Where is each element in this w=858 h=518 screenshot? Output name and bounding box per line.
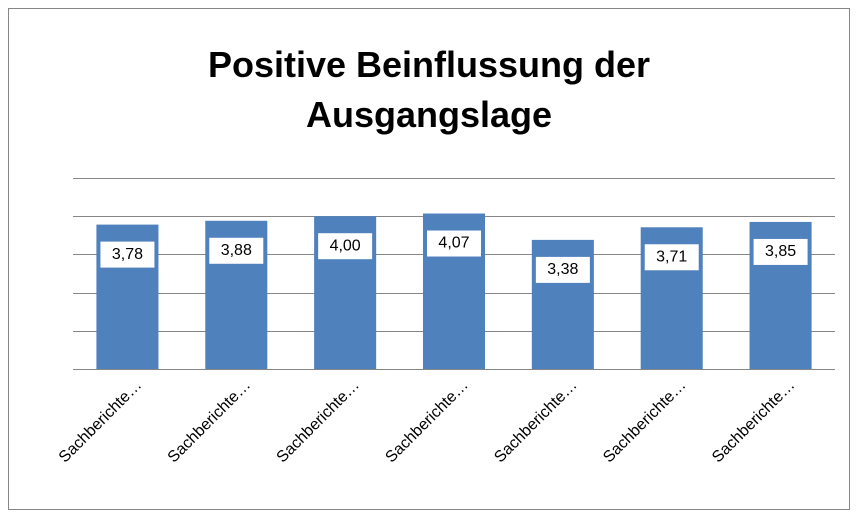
- data-label-bg: [535, 256, 590, 283]
- data-label-bg: [318, 233, 373, 260]
- data-label: 3,38: [547, 261, 578, 278]
- data-label-bg: [100, 241, 155, 268]
- data-label: 3,85: [765, 243, 796, 260]
- data-label-bg: [427, 230, 481, 257]
- chart-title: Positive Beinflussung der Ausgangslage: [207, 44, 651, 135]
- data-label-bg: [753, 238, 808, 265]
- data-label: 3,71: [656, 248, 687, 265]
- data-label: 3,88: [221, 242, 252, 259]
- data-label-bg: [644, 244, 699, 271]
- data-label: 4,07: [438, 235, 469, 252]
- data-label: 3,78: [112, 246, 143, 263]
- data-label-bg: [209, 237, 264, 264]
- data-label: 4,00: [330, 237, 361, 254]
